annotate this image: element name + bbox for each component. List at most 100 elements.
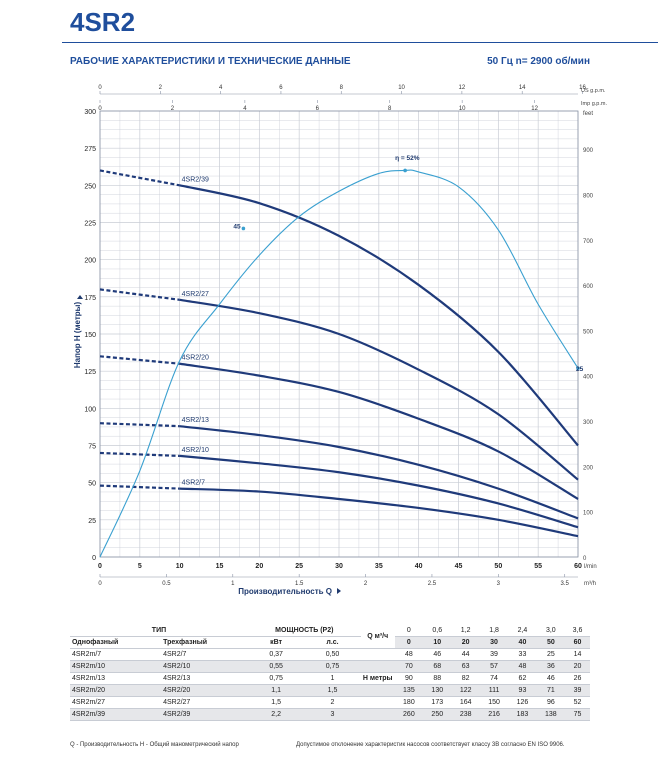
head-label-cell — [360, 684, 395, 697]
x-tick-label: 35 — [375, 563, 383, 570]
model-title: 4SR2 — [70, 7, 136, 37]
head-value: 88 — [423, 672, 452, 685]
feet-tick-label: 500 — [583, 329, 594, 335]
feet-tick-label: 100 — [583, 511, 594, 517]
power-kw: 1,1 — [247, 684, 305, 697]
table-row: 4SR2m/7 4SR2/7 0,37 0,50 48 46 44 39 33 25 14 — [70, 648, 590, 661]
single-phase-model: 4SR2m/20 — [70, 684, 162, 697]
feet-tick-label: 300 — [583, 420, 594, 426]
x-tick-label: 25 — [295, 563, 303, 570]
impgpm-axis-label: Imp g.p.m. — [581, 101, 607, 107]
usgpm-tick-label: 16 — [579, 85, 586, 91]
usgpm-tick-label: 2 — [159, 85, 163, 91]
feet-tick-label: 400 — [583, 375, 594, 381]
head-label-cell — [360, 708, 395, 721]
three-phase-model: 4SR2/20 — [161, 684, 248, 697]
impgpm-tick-label: 0 — [98, 106, 102, 112]
head-value: 48 — [394, 648, 424, 661]
q-m3h-2: 1,2 — [451, 625, 480, 637]
y-tick-label: 50 — [88, 481, 96, 488]
impgpm-tick-label: 8 — [388, 106, 392, 112]
head-value: 48 — [508, 660, 537, 673]
single-phase-header: Однофазный — [70, 636, 162, 649]
feet-axis-label: feet — [583, 111, 593, 117]
efficiency-label: 25 — [576, 366, 584, 373]
head-value: 82 — [451, 672, 480, 685]
y-tick-label: 250 — [84, 183, 96, 190]
y-tick-label: 125 — [84, 369, 96, 376]
x-tick-label: 60 — [574, 563, 582, 570]
q-m3h-1: 0,6 — [423, 625, 452, 637]
head-value: 75 — [565, 708, 590, 721]
head-value: 46 — [536, 672, 566, 685]
curve-label: 4SR2/39 — [182, 176, 209, 183]
feet-tick-label: 800 — [583, 193, 594, 199]
performance-curve — [179, 184, 579, 447]
feet-tick-label: 700 — [583, 239, 594, 245]
three-phase-model: 4SR2/10 — [161, 660, 248, 673]
head-value: 71 — [536, 684, 566, 697]
y-tick-label: 100 — [84, 406, 96, 413]
chart-curves: 4SR2/39 4SR2/27 4SR2/20 4SR2/13 4SR2/10 4SR2/… — [99, 169, 579, 538]
y-tick-label: 150 — [84, 332, 96, 339]
head-value: 250 — [423, 708, 452, 721]
curve-label: 4SR2/10 — [182, 447, 209, 454]
hp-header: л.с. — [304, 636, 361, 649]
kw-header: кВт — [247, 636, 305, 649]
head-value: 130 — [423, 684, 452, 697]
performance-chart: 0255075100125150175200225250275300010020… — [73, 85, 607, 596]
head-value: 173 — [423, 696, 452, 709]
performance-curve — [179, 298, 579, 481]
usgpm-tick-label: 10 — [398, 85, 405, 91]
usgpm-tick-label: 12 — [459, 85, 466, 91]
impgpm-tick-label: 2 — [171, 106, 175, 112]
q-unit-m3h: м³/ч — [374, 633, 389, 640]
efficiency-curve: 45 η = 52% 25 — [99, 155, 584, 558]
curve-dashed-segment — [99, 422, 180, 428]
efficiency-label: 45 — [233, 223, 241, 230]
curve-label: 4SR2/27 — [182, 291, 209, 298]
efficiency-point — [241, 226, 246, 231]
usgpm-tick-label: 6 — [279, 85, 283, 91]
x-tick-label: 5 — [138, 563, 142, 570]
chart-axes: 0255075100125150175200225250275300010020… — [84, 85, 607, 587]
curve-dashed-segment — [99, 288, 180, 301]
m3h-tick-label: 0 — [98, 581, 102, 587]
head-value: 74 — [479, 672, 509, 685]
performance-curve — [179, 487, 579, 538]
head-value: 26 — [565, 672, 590, 685]
head-value: 44 — [451, 648, 480, 661]
efficiency-label: η = 52% — [395, 155, 420, 162]
power-header: МОЩНОСТЬ (Р2) — [247, 625, 361, 637]
feet-tick-label: 900 — [583, 148, 594, 154]
header-rule — [62, 42, 658, 43]
head-value: 111 — [479, 684, 509, 697]
head-value: 96 — [536, 696, 566, 709]
head-label-cell — [360, 696, 395, 709]
y-axis-arrow-icon — [77, 295, 83, 299]
lmin-axis-label: l/min — [584, 564, 597, 570]
table-row: 4SR2m/27 4SR2/27 1,5 2 180 173 164 150 126 96 52 — [70, 696, 590, 709]
plot-frame — [99, 110, 579, 558]
curve-dashed-segment — [99, 484, 180, 490]
q-lmin-5: 50 — [536, 636, 566, 649]
single-phase-model: 4SR2m/10 — [70, 660, 162, 673]
three-phase-model: 4SR2/27 — [161, 696, 248, 709]
usgpm-tick-label: 0 — [98, 85, 102, 91]
head-value: 260 — [394, 708, 424, 721]
q-m3h-6: 3,6 — [565, 625, 590, 637]
m3h-tick-label: 3.5 — [561, 581, 570, 587]
head-value: 63 — [451, 660, 480, 673]
curve-dashed-segment — [99, 451, 180, 458]
head-value: 126 — [508, 696, 537, 709]
head-value: 39 — [565, 684, 590, 697]
efficiency-point — [403, 168, 407, 173]
efficiency-point — [576, 366, 580, 370]
y-tick-label: 175 — [84, 295, 96, 302]
m3h-tick-label: 1 — [231, 581, 235, 587]
curve-label: 4SR2/7 — [182, 480, 205, 487]
power-kw: 2,2 — [247, 708, 305, 721]
power-kw: 0,37 — [247, 648, 305, 661]
head-value: 36 — [536, 660, 566, 673]
page-subtitle: РАБОЧИЕ ХАРАКТЕРИСТИКИ И ТЕХНИЧЕСКИЕ ДАН… — [70, 56, 351, 67]
